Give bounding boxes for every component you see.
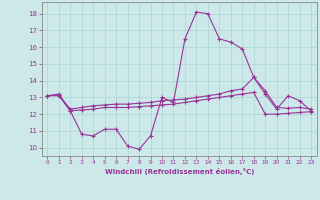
X-axis label: Windchill (Refroidissement éolien,°C): Windchill (Refroidissement éolien,°C) [105,168,254,175]
